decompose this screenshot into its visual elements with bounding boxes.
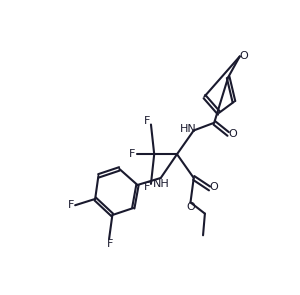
Text: O: O (228, 129, 237, 139)
Text: HN: HN (180, 124, 196, 134)
Text: F: F (144, 116, 150, 126)
Text: F: F (68, 200, 74, 210)
Text: F: F (106, 239, 113, 249)
Text: O: O (187, 202, 195, 212)
Text: O: O (240, 51, 248, 61)
Text: NH: NH (153, 179, 169, 189)
Text: O: O (209, 182, 218, 192)
Text: F: F (144, 182, 150, 192)
Text: F: F (129, 149, 136, 159)
